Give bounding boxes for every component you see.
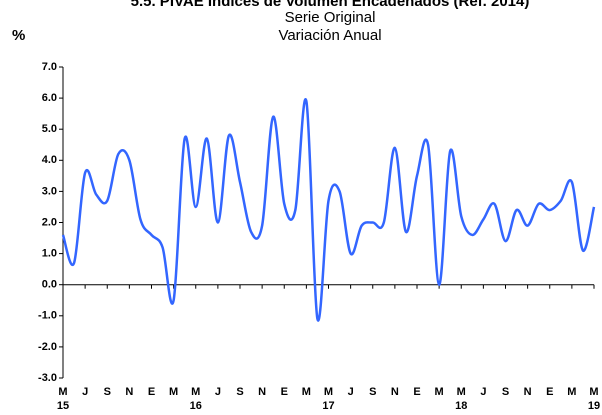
data-line: [61, 97, 596, 322]
x-tick-label: M: [169, 386, 178, 398]
x-tick-label: N: [524, 386, 532, 398]
chart-subtitle: Variación Anual: [278, 27, 381, 44]
x-tick-label: E: [281, 386, 288, 398]
x-tick-label: N: [258, 386, 266, 398]
x-tick-label: M: [302, 386, 311, 398]
x-tick-label: M: [191, 386, 200, 398]
y-tick-label: 0.0: [42, 279, 57, 291]
x-tick-label: E: [546, 386, 553, 398]
x-year-label: 15: [57, 400, 69, 412]
y-tick-label: 2.0: [42, 216, 57, 228]
y-tick-label: 7.0: [42, 61, 57, 73]
y-tick-label: 5.0: [42, 123, 57, 135]
y-tick-label: 1.0: [42, 248, 57, 260]
x-tick-label: N: [125, 386, 133, 398]
x-tick-label: M: [457, 386, 466, 398]
x-year-label: 16: [190, 400, 202, 412]
x-tick-label: M: [324, 386, 333, 398]
y-tick-label: 3.0: [42, 185, 57, 197]
x-tick-label: S: [502, 386, 509, 398]
chart-subtitle: Serie Original: [285, 9, 376, 26]
x-tick-label: E: [413, 386, 420, 398]
x-year-label: 18: [455, 400, 467, 412]
x-tick-label: M: [589, 386, 598, 398]
chart-title: 5.5. PIVAE Índices de Volumen Encadenado…: [131, 0, 530, 10]
x-tick-label: S: [104, 386, 111, 398]
x-tick-label: J: [480, 386, 486, 398]
x-tick-label: M: [567, 386, 576, 398]
y-tick-label: -1.0: [38, 310, 57, 322]
x-year-label: 17: [322, 400, 334, 412]
x-tick-label: M: [58, 386, 67, 398]
x-tick-label: J: [215, 386, 221, 398]
x-year-label: 19: [588, 400, 600, 412]
y-tick-label: -2.0: [38, 341, 57, 353]
x-tick-label: J: [348, 386, 354, 398]
x-tick-label: J: [82, 386, 88, 398]
x-tick-label: E: [148, 386, 155, 398]
x-tick-label: N: [391, 386, 399, 398]
y-tick-label: -3.0: [38, 372, 57, 384]
y-tick-label: 4.0: [42, 154, 57, 166]
x-tick-label: S: [369, 386, 376, 398]
y-tick-label: 6.0: [42, 92, 57, 104]
x-tick-label: M: [435, 386, 444, 398]
x-tick-label: S: [236, 386, 243, 398]
y-axis-label: %: [12, 27, 25, 44]
